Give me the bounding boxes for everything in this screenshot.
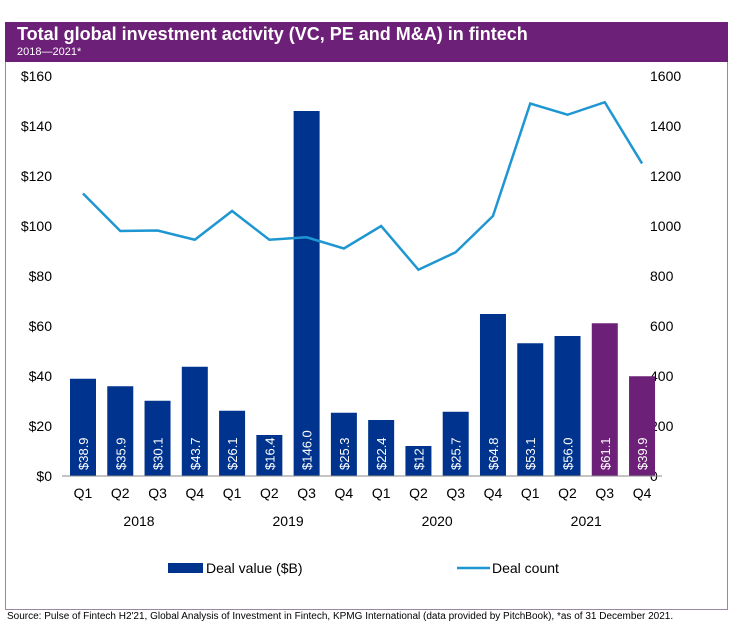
legend-bar-swatch	[168, 563, 203, 573]
x-axis-tick: Q4	[185, 485, 204, 501]
bar-data-label: $35.9	[113, 437, 128, 470]
x-axis-tick: Q1	[372, 485, 391, 501]
bar-data-label: $146.0	[300, 430, 315, 470]
right-axis-tick: 1000	[650, 218, 681, 234]
right-axis-tick: 400	[650, 368, 674, 384]
bar-data-label: $53.1	[523, 437, 538, 470]
deal-count-line	[82, 100, 644, 272]
bar-data-label: $26.1	[225, 437, 240, 470]
x-axis-tick: Q2	[111, 485, 130, 501]
bar-data-label: $30.1	[151, 437, 166, 470]
bar-data-label: $43.7	[188, 437, 203, 470]
legend-bar-label: Deal value ($B)	[206, 560, 303, 576]
deal-value-bar	[330, 412, 357, 476]
deal-value-bar	[256, 435, 283, 476]
deal-value-bar	[293, 111, 320, 476]
left-axis-tick: $0	[36, 468, 52, 484]
x-axis-tick: Q2	[260, 485, 279, 501]
left-axis-tick: $40	[29, 368, 53, 384]
left-axis-tick: $80	[29, 268, 53, 284]
left-axis-tick: $160	[21, 68, 52, 84]
deal-value-bar	[405, 446, 432, 476]
year-label: 2018	[123, 513, 154, 529]
year-label: 2020	[422, 513, 453, 529]
deal-value-bar	[442, 411, 469, 476]
bar-data-label: $16.4	[262, 437, 277, 470]
deal-value-bar	[144, 400, 171, 476]
right-axis-tick: 1600	[650, 68, 681, 84]
right-axis-tick: 1200	[650, 168, 681, 184]
right-axis-tick: 200	[650, 418, 674, 434]
bar-data-label: $25.7	[449, 437, 464, 470]
x-axis-tick: Q3	[595, 485, 614, 501]
deal-value-bar	[368, 420, 395, 476]
chart-subtitle: 2018—2021*	[17, 46, 82, 58]
right-axis-tick: 800	[650, 268, 674, 284]
deal-value-bar	[479, 314, 506, 476]
x-axis-tick: Q2	[558, 485, 577, 501]
x-axis-tick: Q1	[74, 485, 93, 501]
deal-value-bar	[70, 378, 96, 476]
bar-data-label: $39.9	[635, 437, 650, 470]
deal-value-bar	[107, 386, 134, 476]
left-axis-tick: $140	[21, 118, 52, 134]
source-note: Source: Pulse of Fintech H2'21, Global A…	[7, 611, 674, 622]
deal-value-bar	[629, 376, 656, 476]
legend-line-label: Deal count	[492, 560, 559, 576]
left-axis-tick: $20	[29, 418, 53, 434]
bar-data-label: $56.0	[561, 437, 576, 470]
bar-data-label: $38.9	[76, 437, 91, 470]
year-label: 2021	[571, 513, 602, 529]
chart-header: Total global investment activity (VC, PE…	[5, 22, 728, 62]
deal-value-bar	[554, 336, 581, 476]
deal-value-bar	[517, 343, 544, 476]
year-label: 2019	[273, 513, 304, 529]
left-axis-tick: $100	[21, 218, 52, 234]
deal-value-bar	[591, 323, 618, 476]
x-axis-tick: Q1	[521, 485, 540, 501]
deal-value-bar	[181, 366, 208, 476]
x-axis-tick: Q3	[148, 485, 167, 501]
x-axis-tick: Q4	[633, 485, 652, 501]
chart-title: Total global investment activity (VC, PE…	[17, 24, 528, 44]
right-axis-tick: 1400	[650, 118, 681, 134]
x-axis-tick: Q2	[409, 485, 428, 501]
bar-data-label: $25.3	[337, 437, 352, 470]
x-axis-tick: Q4	[335, 485, 354, 501]
bar-data-label: $64.8	[486, 437, 501, 470]
x-axis-tick: Q3	[446, 485, 465, 501]
bar-data-label: $61.1	[598, 437, 613, 470]
x-axis-tick: Q3	[297, 485, 316, 501]
bar-data-label: $22.4	[374, 437, 389, 470]
right-axis-tick: 600	[650, 318, 674, 334]
x-axis-tick: Q1	[223, 485, 242, 501]
deal-value-bar	[219, 410, 246, 476]
left-axis-tick: $60	[29, 318, 53, 334]
x-axis-tick: Q4	[484, 485, 503, 501]
bar-data-label: $12	[411, 448, 426, 470]
left-axis-tick: $120	[21, 168, 52, 184]
